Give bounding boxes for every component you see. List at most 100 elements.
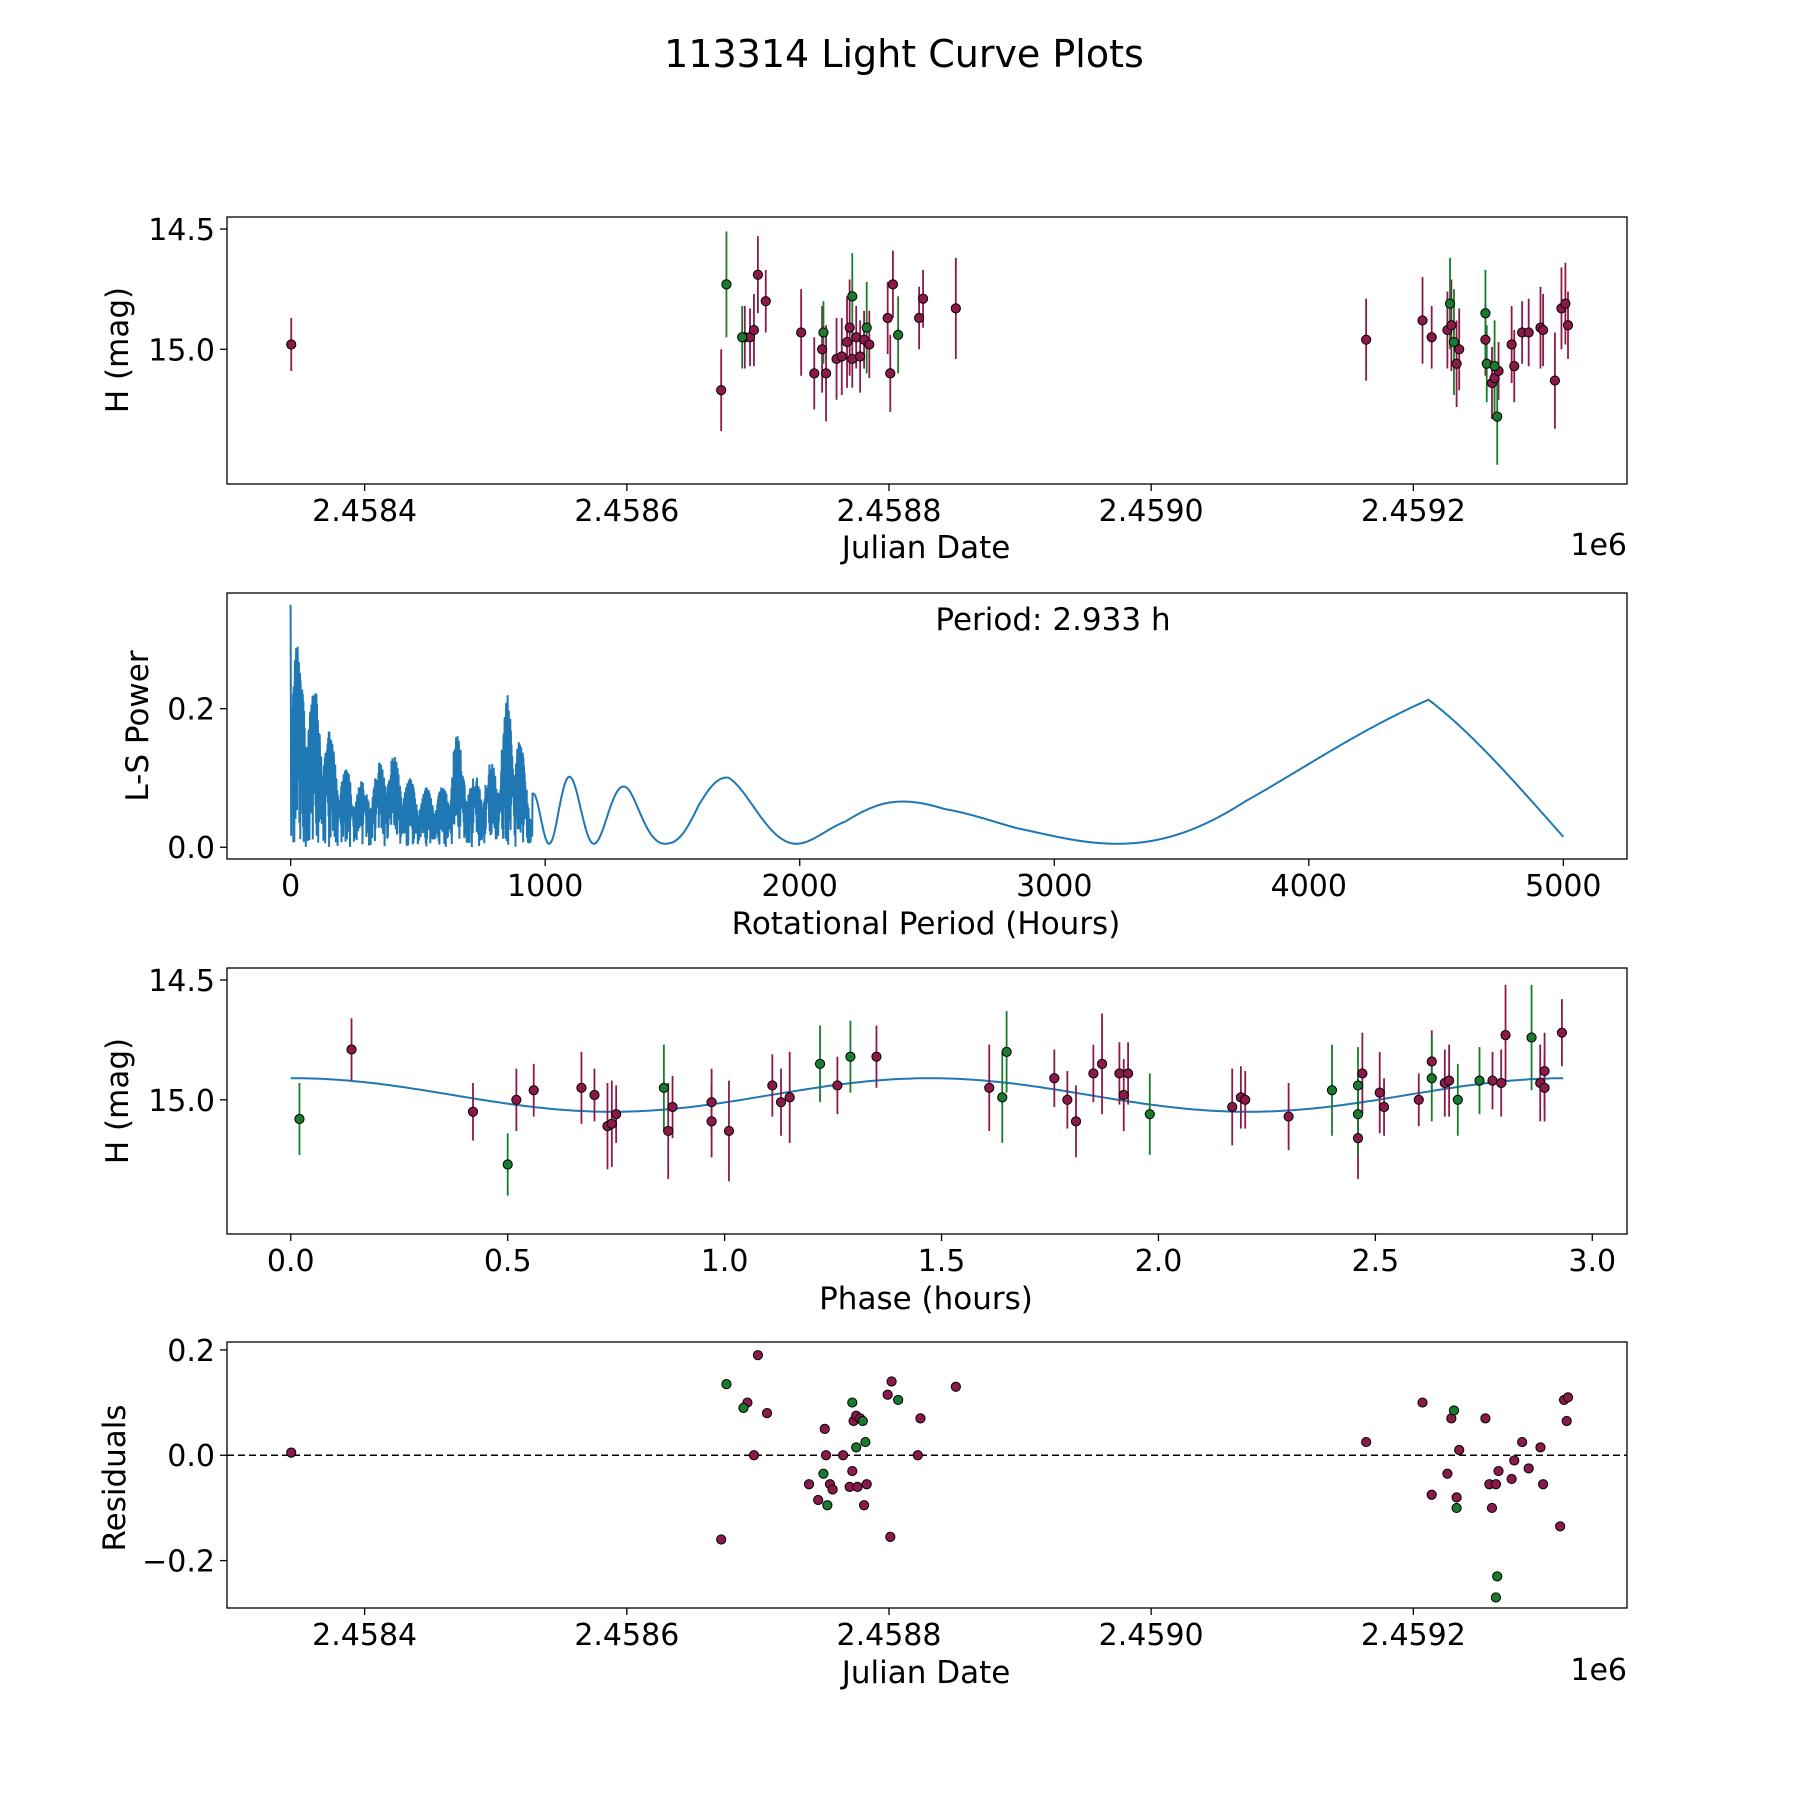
phase-point-v <box>1378 1101 1390 1113</box>
resid-ytick-label: 0.2 <box>167 1334 215 1369</box>
phase-point-v <box>1062 1094 1073 1105</box>
phase-point-v <box>589 1089 600 1101</box>
ls-xtick-label: 3000 <box>1016 869 1092 904</box>
phase-point-v <box>511 1094 522 1105</box>
resid-offset-label: 1e6 <box>1570 1653 1627 1688</box>
resid-axes-frame <box>226 1341 1628 1609</box>
phase-point-v <box>1118 1089 1129 1101</box>
resid-point-v <box>716 1534 727 1545</box>
phase-point-v <box>1122 1068 1134 1079</box>
resid-point-g <box>818 1468 829 1479</box>
lc-point-g <box>1492 411 1503 422</box>
phase-point-v <box>1500 1029 1511 1041</box>
phase-ytick-label: 14.5 <box>148 964 215 999</box>
phase-point-v <box>1357 1068 1368 1079</box>
lc-point-v <box>752 269 763 280</box>
lc-xtick-label: 2.4590 <box>1099 494 1204 529</box>
resid-ylabel: Residuals <box>97 1404 133 1551</box>
panel-periodogram: 0 1000 2000 3000 4000 5000 0.0 0.2 Period: 2.93… <box>120 592 1628 942</box>
lc-point-v <box>1506 339 1517 350</box>
ls-xlabel: Rotational Period (Hours) <box>732 906 1121 942</box>
resid-point-v <box>827 1484 838 1495</box>
phase-xtick-label: 2.0 <box>1135 1244 1183 1279</box>
phase-model-curve <box>290 1077 1564 1113</box>
phase-xtick-label: 0.0 <box>267 1244 315 1279</box>
resid-point-v <box>1493 1465 1504 1477</box>
resid-point-v <box>886 1376 897 1387</box>
phase-point-v <box>1444 1075 1455 1086</box>
lc-point-v <box>1454 344 1465 355</box>
lc-point-v <box>950 303 961 314</box>
phase-point-g <box>1326 1085 1338 1096</box>
resid-point-v <box>1555 1521 1566 1532</box>
resid-point-v <box>748 1450 760 1461</box>
phase-point-g <box>1474 1075 1485 1086</box>
lc-point-v <box>820 368 832 379</box>
resid-point-v <box>847 1465 858 1477</box>
phase-point-v <box>606 1118 617 1129</box>
ls-xtick-label: 2000 <box>762 869 838 904</box>
lc-point-v <box>885 368 896 379</box>
resid-point-v <box>1490 1479 1502 1490</box>
panel-phase: 0.0 0.5 1.0 1.5 2.0 2.5 3.0 15.0 14.5 Phase (hou… <box>100 964 1628 1317</box>
resid-xtick-label: 2.4590 <box>1099 1618 1204 1653</box>
phase-point-v <box>1487 1075 1498 1086</box>
lc-point-g <box>737 332 748 343</box>
lc-point-g <box>721 279 732 290</box>
resid-point-v <box>752 1350 763 1361</box>
resid-point-v <box>1517 1436 1528 1448</box>
resid-point-v <box>1417 1397 1428 1408</box>
phase-point-v <box>576 1082 587 1093</box>
ls-xtick-label: 5000 <box>1525 869 1601 904</box>
lc-point-v <box>1509 361 1520 372</box>
ls-xtick-label: 4000 <box>1271 869 1347 904</box>
lc-ylabel: H (mag) <box>100 287 136 413</box>
resid-points <box>286 1350 1574 1603</box>
resid-xlabel: Julian Date <box>840 1655 1011 1691</box>
resid-point-v <box>1480 1413 1491 1424</box>
lc-point-v <box>760 296 771 307</box>
lc-point-v <box>1538 324 1549 336</box>
resid-point-v <box>861 1479 872 1490</box>
phase-point-v <box>1283 1111 1294 1122</box>
resid-ytick-label: 0.0 <box>167 1439 215 1474</box>
phase-point-v <box>1049 1073 1060 1084</box>
phase-point-v <box>663 1125 674 1137</box>
phase-point-v <box>1539 1082 1550 1093</box>
ls-ylabel: L-S Power <box>120 650 156 801</box>
phase-point-g <box>997 1092 1008 1103</box>
phase-point-v <box>706 1097 717 1108</box>
resid-point-v <box>1535 1442 1546 1453</box>
phase-point-g <box>1352 1109 1364 1120</box>
resid-point-g <box>860 1436 871 1448</box>
resid-point-v <box>1486 1502 1498 1514</box>
resid-xtick-label: 2.4592 <box>1361 1618 1466 1653</box>
phase-xtick-label: 3.0 <box>1568 1244 1616 1279</box>
phase-axes-frame <box>226 967 1628 1235</box>
phase-point-g <box>1352 1080 1364 1091</box>
lc-axes-frame <box>226 216 1628 485</box>
phase-point-g <box>658 1082 669 1093</box>
ls-axes-frame <box>226 592 1628 860</box>
lc-xlabel: Julian Date <box>840 530 1011 566</box>
resid-point-g <box>721 1379 732 1390</box>
resid-point-v <box>1506 1473 1517 1485</box>
lc-point-g <box>818 327 829 338</box>
ls-ytick-label: 0.0 <box>167 831 215 866</box>
resid-point-g <box>1490 1592 1502 1603</box>
resid-point-v <box>1562 1392 1574 1403</box>
lc-point-v <box>817 344 828 355</box>
phase-point-v <box>984 1082 995 1093</box>
lc-point-v <box>1446 320 1457 331</box>
resid-point-g <box>847 1397 858 1408</box>
lc-point-g <box>847 291 858 302</box>
resid-point-g <box>1451 1502 1462 1514</box>
phase-point-v <box>1096 1058 1108 1069</box>
resid-point-v <box>852 1481 863 1492</box>
resid-point-v <box>813 1494 824 1506</box>
resid-ticks: 2.4584 2.4586 2.4588 2.4590 2.4592 0.2 0.0 −0.2 <box>142 1334 1466 1653</box>
resid-point-g <box>851 1442 862 1453</box>
resid-point-v <box>858 1500 870 1511</box>
resid-point-v <box>803 1479 815 1490</box>
lc-ytick-label: 15.0 <box>148 333 215 368</box>
